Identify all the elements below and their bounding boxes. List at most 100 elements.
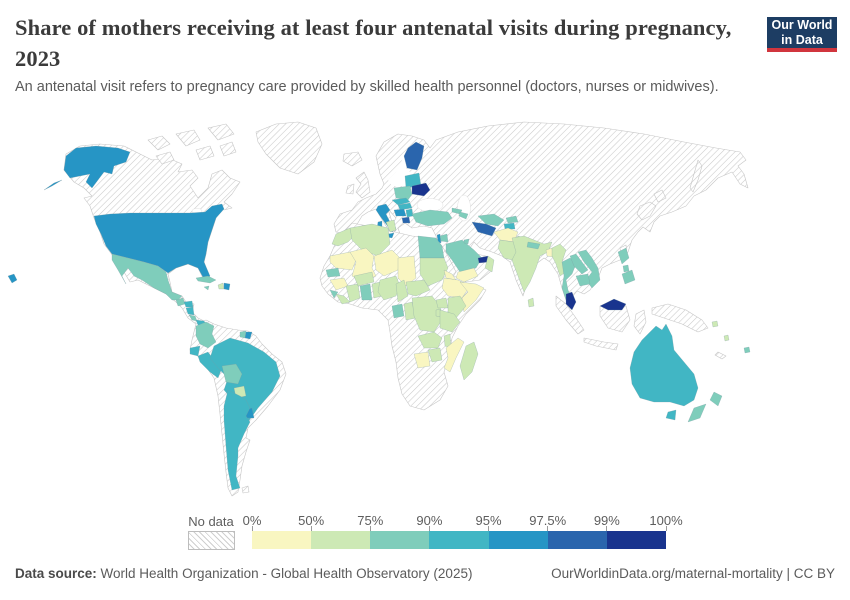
country-nicaragua[interactable]	[185, 306, 195, 316]
country-peru[interactable]	[197, 351, 223, 379]
country-laos[interactable]	[569, 253, 589, 275]
country-united-states-hawaii[interactable]	[7, 273, 18, 284]
country-tanzania[interactable]	[439, 309, 461, 333]
owid-link[interactable]: OurWorldinData.org/maternal-mortality | …	[551, 566, 835, 581]
island-new-caledonia	[714, 351, 727, 360]
country-haiti[interactable]	[217, 282, 225, 290]
country-algeria[interactable]	[349, 223, 391, 257]
country-cote-divoire[interactable]	[345, 283, 361, 303]
country-french-guiana[interactable]	[244, 331, 253, 340]
country-botswana[interactable]	[413, 351, 431, 369]
country-philippines-visayas[interactable]	[622, 264, 630, 273]
country-turkey[interactable]	[411, 209, 453, 227]
country-gabon[interactable]	[391, 303, 405, 319]
country-kenya[interactable]	[447, 295, 467, 319]
country-cameroon[interactable]	[395, 279, 409, 303]
landmass-japan-hokkaido	[653, 189, 667, 203]
landmass-sulawesi	[633, 309, 647, 335]
country-albania[interactable]	[401, 216, 411, 224]
country-colombia[interactable]	[195, 321, 217, 349]
country-serbia[interactable]	[405, 208, 414, 218]
country-argentina[interactable]	[223, 389, 251, 491]
country-new-zealand-north[interactable]	[709, 391, 723, 407]
owid-logo[interactable]: Our World in Data	[767, 17, 837, 52]
country-somalia[interactable]	[459, 281, 485, 313]
country-egypt[interactable]	[417, 235, 445, 259]
country-vietnam[interactable]	[577, 249, 601, 289]
country-mozambique[interactable]	[443, 337, 465, 373]
country-oman[interactable]	[484, 255, 495, 273]
country-bolivia[interactable]	[221, 363, 243, 385]
country-vanuatu[interactable]	[723, 334, 730, 342]
country-sri-lanka[interactable]	[527, 297, 535, 308]
legend-bin-0-50%[interactable]	[252, 531, 312, 549]
country-dr-congo[interactable]	[411, 295, 443, 333]
legend-bin-90-95%[interactable]	[429, 531, 489, 549]
country-jamaica[interactable]	[203, 285, 210, 291]
country-yemen[interactable]	[455, 267, 479, 283]
arctic-island	[219, 141, 237, 157]
legend-bin-95-97.5%[interactable]	[488, 531, 548, 549]
country-jordan[interactable]	[439, 233, 449, 243]
country-uzbekistan[interactable]	[477, 213, 505, 227]
country-ghana[interactable]	[359, 283, 373, 301]
country-burkina-faso[interactable]	[353, 271, 375, 287]
country-uganda[interactable]	[435, 297, 449, 309]
country-malaysia-peninsular[interactable]	[565, 291, 577, 311]
country-fiji[interactable]	[743, 346, 751, 354]
country-croatia[interactable]	[393, 208, 407, 217]
legend-tick-label: 90%	[416, 513, 443, 528]
country-solomon-islands[interactable]	[711, 320, 719, 328]
country-ecuador[interactable]	[189, 345, 201, 357]
country-tajikistan[interactable]	[503, 222, 516, 230]
country-tunisia[interactable]	[385, 219, 397, 233]
country-dominican-republic[interactable]	[223, 282, 231, 291]
page-title: Share of mothers receiving at least four…	[15, 15, 732, 72]
country-philippines-mindanao[interactable]	[621, 269, 636, 285]
country-india[interactable]	[511, 235, 553, 293]
landmass-new-guinea	[651, 303, 709, 333]
country-czechia[interactable]	[391, 197, 411, 206]
landmass-britain	[355, 171, 371, 199]
country-sierra-leone[interactable]	[329, 289, 339, 299]
country-zimbabwe[interactable]	[427, 347, 443, 363]
country-senegal[interactable]	[325, 267, 341, 278]
arctic-island	[195, 145, 215, 161]
legend-bin-50-75%[interactable]	[311, 531, 371, 549]
country-hungary[interactable]	[397, 202, 413, 211]
country-cambodia[interactable]	[575, 273, 591, 287]
country-sudan[interactable]	[419, 257, 449, 287]
chart-subtitle: An antenatal visit refers to pregnancy c…	[15, 79, 719, 95]
arctic-island	[207, 123, 235, 141]
legend-bin-75-90%[interactable]	[370, 531, 430, 549]
country-australia-tasmania[interactable]	[665, 409, 677, 421]
island-falkland	[241, 485, 250, 494]
country-cuba[interactable]	[195, 275, 217, 284]
arctic-island	[175, 129, 201, 147]
country-philippines-luzon[interactable]	[617, 247, 630, 265]
legend-tick-label: 99%	[593, 513, 620, 528]
country-belarus[interactable]	[411, 182, 431, 197]
no-data-swatch[interactable]	[188, 531, 235, 550]
legend-bin-97.5-99%[interactable]	[547, 531, 607, 549]
country-united-states-aleutians[interactable]	[43, 179, 63, 191]
country-nigeria[interactable]	[377, 275, 401, 301]
country-azerbaijan[interactable]	[458, 211, 469, 220]
owid-logo-line2: in Data	[781, 32, 823, 47]
country-zambia[interactable]	[417, 331, 443, 349]
country-mexico[interactable]	[111, 253, 183, 301]
country-madagascar[interactable]	[459, 341, 479, 381]
country-australia[interactable]	[629, 323, 699, 407]
country-new-zealand-south[interactable]	[687, 403, 707, 423]
country-nepal[interactable]	[526, 241, 541, 250]
country-finland[interactable]	[403, 141, 425, 171]
country-poland[interactable]	[393, 185, 413, 201]
country-central-african-republic[interactable]	[405, 279, 431, 297]
legend-bin-99-100%[interactable]	[606, 531, 666, 549]
country-malaysia-east[interactable]	[599, 298, 627, 311]
country-united-states-alaska[interactable]	[63, 145, 131, 189]
data-source-text: World Health Organization - Global Healt…	[96, 566, 473, 581]
country-kyrgyzstan[interactable]	[505, 215, 519, 224]
landmass-sakhalin	[689, 159, 703, 193]
country-kuwait[interactable]	[463, 238, 470, 245]
